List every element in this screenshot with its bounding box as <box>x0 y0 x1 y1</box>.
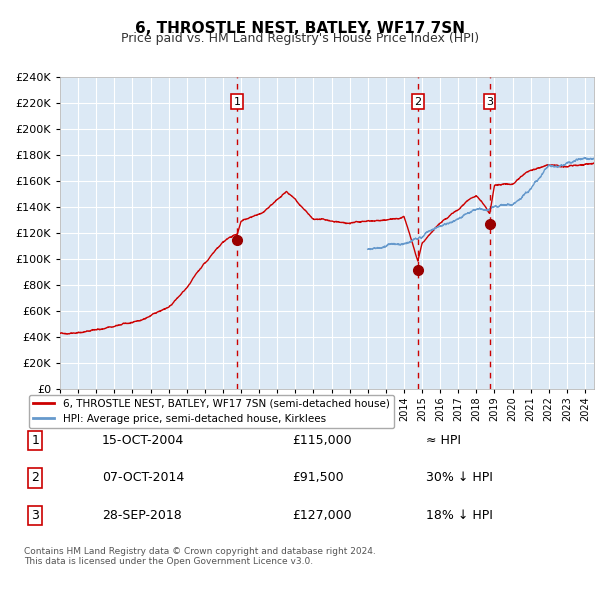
Text: 2: 2 <box>415 97 421 107</box>
Text: 2: 2 <box>31 471 39 484</box>
Text: 30% ↓ HPI: 30% ↓ HPI <box>426 471 493 484</box>
Text: 15-OCT-2004: 15-OCT-2004 <box>102 434 184 447</box>
Text: 07-OCT-2014: 07-OCT-2014 <box>102 471 184 484</box>
Text: Price paid vs. HM Land Registry's House Price Index (HPI): Price paid vs. HM Land Registry's House … <box>121 32 479 45</box>
Text: 3: 3 <box>486 97 493 107</box>
Text: Contains HM Land Registry data © Crown copyright and database right 2024.
This d: Contains HM Land Registry data © Crown c… <box>24 547 376 566</box>
Legend: 6, THROSTLE NEST, BATLEY, WF17 7SN (semi-detached house), HPI: Average price, se: 6, THROSTLE NEST, BATLEY, WF17 7SN (semi… <box>29 395 394 428</box>
Text: £127,000: £127,000 <box>292 509 352 522</box>
Text: £115,000: £115,000 <box>292 434 352 447</box>
Text: 1: 1 <box>234 97 241 107</box>
Text: £91,500: £91,500 <box>292 471 343 484</box>
Text: 18% ↓ HPI: 18% ↓ HPI <box>426 509 493 522</box>
Text: ≈ HPI: ≈ HPI <box>426 434 461 447</box>
Text: 3: 3 <box>31 509 39 522</box>
Text: 1: 1 <box>31 434 39 447</box>
Text: 6, THROSTLE NEST, BATLEY, WF17 7SN: 6, THROSTLE NEST, BATLEY, WF17 7SN <box>135 21 465 35</box>
Text: 28-SEP-2018: 28-SEP-2018 <box>102 509 182 522</box>
